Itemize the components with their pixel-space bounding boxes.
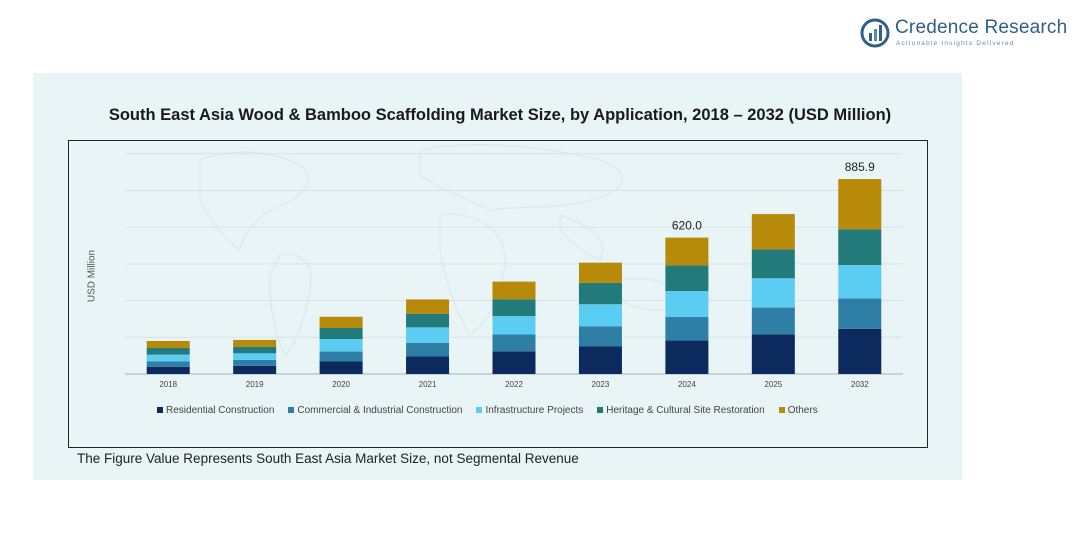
x-tick-label: 2019 — [246, 380, 264, 389]
bar-segment — [146, 361, 190, 367]
data-label: 620.0 — [672, 219, 702, 233]
bar-segment — [751, 214, 795, 250]
legend-swatch — [597, 407, 604, 413]
x-tick-label: 2023 — [592, 380, 610, 389]
legend-label: Others — [787, 404, 818, 416]
y-axis-label: USD Million — [86, 249, 98, 303]
bar-segment — [838, 328, 882, 374]
bar-segment — [319, 351, 363, 362]
legend-label: Residential Construction — [166, 404, 275, 416]
bar-segment — [406, 327, 450, 343]
bar-segment — [578, 282, 622, 305]
bar-segment — [838, 179, 882, 230]
bar-segment — [406, 313, 450, 328]
bar-segment — [492, 299, 536, 317]
x-tick-label: 2020 — [332, 380, 350, 389]
bar-segment — [665, 340, 709, 374]
x-tick-labels: 2018 2019 2020 2021 2022 2023 2024 2025 2032 — [159, 380, 869, 389]
bar-segment — [578, 262, 622, 283]
bar-segment — [578, 326, 622, 347]
legend-label: Heritage & Cultural Site Restoration — [606, 404, 765, 416]
bar-segment — [146, 341, 190, 349]
bar-segment — [406, 356, 450, 374]
legend-swatch — [778, 407, 785, 413]
credence-logo-icon — [860, 18, 890, 48]
x-tick-label: 2021 — [419, 380, 437, 389]
data-labels: 620.0 885.9 — [672, 160, 875, 233]
bar-segment — [492, 316, 536, 335]
x-tick-label: 2018 — [159, 380, 177, 389]
bar-segment — [838, 265, 882, 299]
legend-swatch — [157, 407, 163, 413]
bar-segment — [665, 265, 709, 292]
bar-segment — [319, 361, 363, 374]
chart-title: South East Asia Wood & Bamboo Scaffoldin… — [108, 106, 892, 124]
bar-segment — [492, 334, 536, 352]
bar-segment — [146, 354, 190, 362]
bar-segment — [578, 304, 622, 327]
legend-label: Infrastructure Projects — [485, 404, 584, 416]
bar-segment — [492, 351, 536, 374]
legend-swatch — [288, 407, 295, 413]
brand-logo: Credence Research Actionable Insights De… — [860, 16, 1067, 52]
bar-segment — [233, 346, 277, 354]
x-tick-label: 2032 — [851, 380, 869, 389]
bar-segment — [319, 328, 363, 340]
bar-segment — [233, 359, 277, 366]
x-tick-label: 2024 — [678, 380, 696, 389]
bar-segment — [406, 299, 450, 314]
bar-segment — [319, 339, 363, 352]
bar-segment — [838, 229, 882, 266]
bar-segment — [233, 365, 277, 374]
bar-segment — [751, 334, 795, 374]
bar-segment — [665, 237, 709, 266]
bar-segment — [233, 353, 277, 360]
legend-item: Residential Construction — [157, 405, 274, 416]
chart-legend: Residential Construction Commercial & Ind… — [157, 403, 832, 417]
legend-item: Others — [778, 404, 818, 416]
legend-label: Commercial & Industrial Construction — [297, 404, 463, 416]
x-tick-label: 2022 — [505, 380, 523, 389]
bar-segment — [838, 298, 882, 329]
bar-segment — [146, 348, 190, 355]
bars-layer — [146, 179, 882, 374]
bar-segment — [665, 317, 709, 341]
bar-segment — [751, 278, 795, 308]
bar-segment — [751, 249, 795, 279]
bar-segment — [578, 346, 622, 374]
bar-segment — [146, 366, 190, 374]
bar-segment — [406, 342, 450, 357]
bar-segment — [492, 281, 536, 300]
legend-swatch — [476, 407, 483, 413]
footnote: The Figure Value Represents South East A… — [77, 451, 579, 466]
legend-item: Infrastructure Projects — [476, 405, 583, 416]
x-tick-label: 2025 — [764, 380, 782, 389]
brand-name: Credence Research — [895, 17, 1068, 38]
data-label: 885.9 — [845, 160, 875, 174]
bar-segment — [665, 291, 709, 318]
bar-segment — [233, 339, 277, 347]
brand-tagline: Actionable Insights Delivered — [896, 40, 1015, 47]
bar-segment — [319, 316, 363, 329]
legend-item: Heritage & Cultural Site Restoration — [597, 404, 765, 416]
legend-item: Commercial & Industrial Construction — [288, 405, 462, 416]
bar-segment — [751, 307, 795, 335]
